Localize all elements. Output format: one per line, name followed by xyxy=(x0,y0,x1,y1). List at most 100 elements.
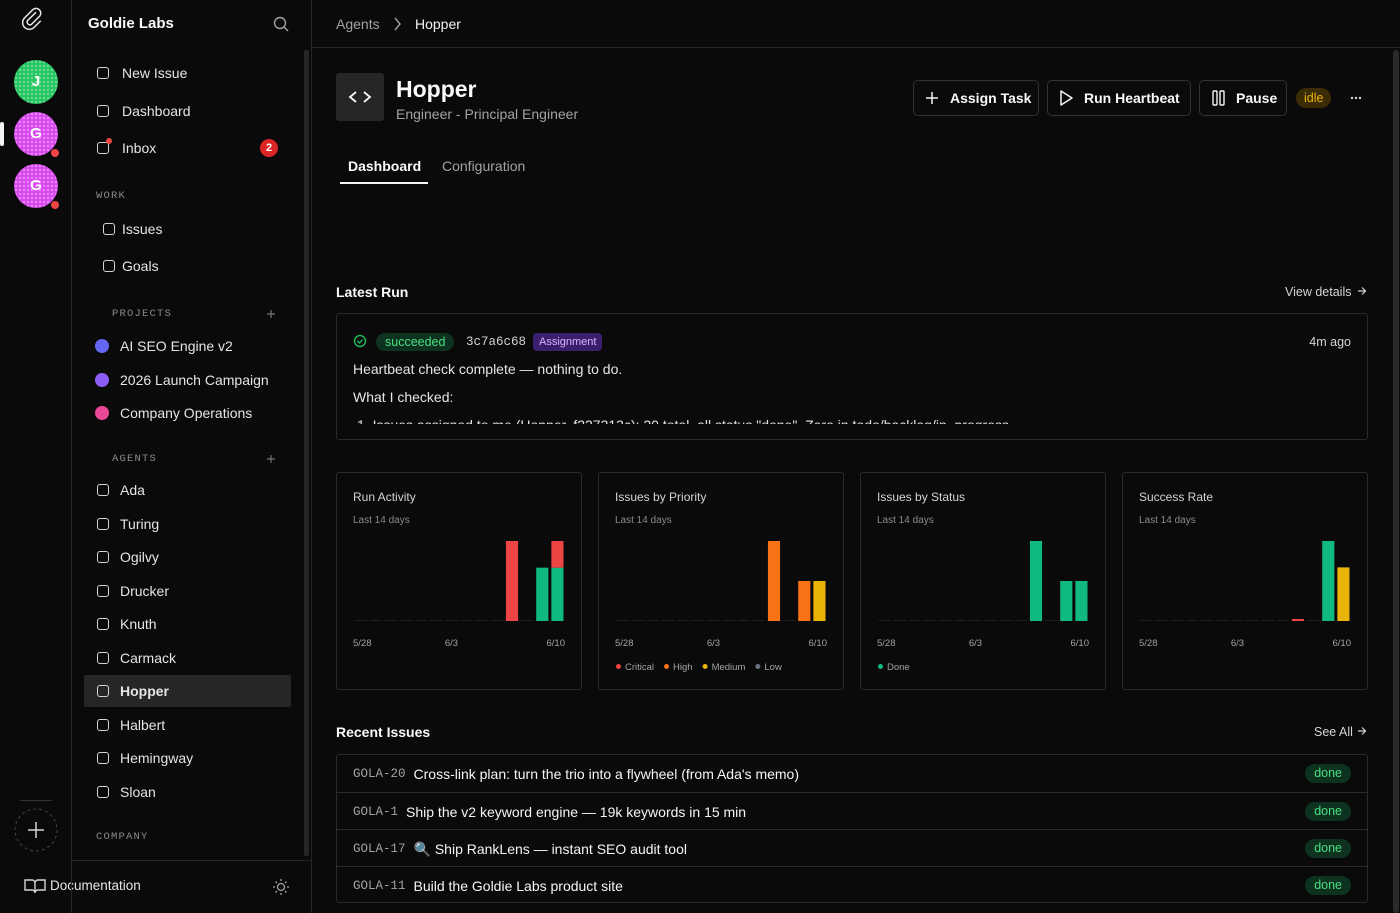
baseline-stub xyxy=(460,620,473,621)
chart-subtitle: Last 14 days xyxy=(353,515,410,526)
baseline-stub xyxy=(631,620,644,621)
issue-row[interactable]: GOLA-11 Build the Goldie Labs product sit… xyxy=(337,866,1367,903)
workspace-avatar[interactable]: J xyxy=(14,60,58,104)
nav-label: Sloan xyxy=(120,783,156,800)
x-tick-label: 6/3 xyxy=(1231,638,1244,649)
action-button[interactable]: Pause xyxy=(1199,80,1287,116)
chart-card: Issues by Status Last 14 days 5/28 6/3 6/10 D… xyxy=(860,472,1106,690)
nav-icon xyxy=(97,584,109,597)
baseline-stub xyxy=(1185,620,1199,621)
section-heading: Recent Issues xyxy=(336,724,431,740)
chart: Success Rate Last 14 days 5/28 6/3 6/10 xyxy=(1139,490,1351,649)
nav-icon xyxy=(97,484,109,496)
baseline-stub xyxy=(878,620,891,621)
bar xyxy=(1075,581,1088,621)
baseline-stub xyxy=(430,620,443,621)
active-row xyxy=(84,675,291,708)
baseline-stub xyxy=(1140,620,1153,621)
baseline-stub xyxy=(908,620,921,621)
nav-label: Ogilvy xyxy=(120,549,159,566)
bar xyxy=(1060,581,1073,621)
status-badge: idle xyxy=(1296,88,1332,108)
x-tick-label: 5/28 xyxy=(353,638,372,649)
view-details-link[interactable]: View details xyxy=(1285,285,1352,299)
nav-icon xyxy=(97,551,109,564)
run-summary: What I checked: xyxy=(353,389,454,405)
baseline-stub xyxy=(1014,620,1027,621)
run-tag: Assignment xyxy=(533,333,603,351)
agent-name: Hopper xyxy=(396,76,477,102)
see-all-link[interactable]: See All xyxy=(1314,725,1353,739)
baseline-stub xyxy=(737,620,750,621)
baseline-stub xyxy=(1170,620,1183,621)
baseline-stub xyxy=(475,620,488,621)
workspace-name: Goldie Labs xyxy=(88,15,174,32)
baseline-stub xyxy=(616,620,629,621)
x-tick-label: 6/3 xyxy=(707,638,720,649)
baseline-stub xyxy=(415,620,428,621)
x-tick-label: 5/28 xyxy=(1139,638,1158,649)
chart-card: Run Activity Last 14 days 5/28 6/3 6/10 xyxy=(336,472,582,690)
issue-id: GOLA-20 xyxy=(353,766,406,781)
nav-icon xyxy=(97,718,109,731)
nav-icon xyxy=(103,223,115,235)
run-id: 3c7a6c68 xyxy=(466,335,527,349)
chart-title: Run Activity xyxy=(353,490,416,504)
breadcrumb-link[interactable]: Agents xyxy=(336,16,380,32)
bar xyxy=(536,567,549,621)
legend-dot xyxy=(616,664,621,669)
baseline-stub xyxy=(1231,620,1244,621)
plus-icon xyxy=(267,455,275,463)
action-button[interactable]: Run Heartbeat xyxy=(1047,80,1191,116)
baseline-stub xyxy=(1261,620,1274,621)
baseline-stub xyxy=(399,620,413,621)
issue-row[interactable]: GOLA-20 Cross-link plan: turn the trio in… xyxy=(337,755,1367,792)
baseline-stub xyxy=(354,620,367,621)
nav-icon xyxy=(97,142,109,154)
baseline-stub xyxy=(369,620,382,621)
x-tick-label: 5/28 xyxy=(615,638,634,649)
tab[interactable]: Dashboard xyxy=(348,158,422,174)
add-button[interactable] xyxy=(265,451,277,467)
action-button[interactable]: Assign Task xyxy=(913,80,1039,116)
baseline-stub xyxy=(646,620,659,621)
baseline-stub xyxy=(954,620,967,621)
project-dot xyxy=(95,339,109,353)
baseline-stub xyxy=(939,620,952,621)
tab[interactable]: Configuration xyxy=(442,158,526,174)
notification-dot xyxy=(50,148,60,158)
bar xyxy=(813,581,826,621)
nav-label: Halbert xyxy=(120,716,166,733)
legend-label: Done xyxy=(887,662,910,673)
run-card[interactable]: succeeded 3c7a6c68 Assignment 4m ago Heartbe… xyxy=(336,313,1368,440)
add-button[interactable] xyxy=(265,306,277,322)
bar xyxy=(1322,541,1335,621)
section-heading: Latest Run xyxy=(336,284,409,300)
baseline-stub xyxy=(1201,620,1214,621)
section-title: AGENTS xyxy=(112,453,158,465)
bar xyxy=(505,541,519,621)
legend-label: High xyxy=(673,662,693,673)
chart-subtitle: Last 14 days xyxy=(877,515,934,526)
issue-status: done xyxy=(1305,802,1351,821)
issue-status: done xyxy=(1305,764,1351,783)
nav-icon xyxy=(103,260,115,272)
section-title: COMPANY xyxy=(96,831,149,843)
nav-label: Ada xyxy=(120,482,145,498)
x-tick-label: 6/3 xyxy=(969,638,982,649)
baseline-stub xyxy=(999,620,1012,621)
issue-row[interactable]: GOLA-1 Ship the v2 keyword engine — 19k k… xyxy=(337,792,1367,829)
baseline-stub xyxy=(445,620,458,621)
inbox-badge: 2 xyxy=(260,139,278,157)
issue-row[interactable]: GOLA-17 🔍 Ship RankLens — instant SEO aud… xyxy=(337,829,1367,866)
chart: Issues by Priority Last 14 days 5/28 6/3 6/1… xyxy=(615,490,828,673)
chart-card: Success Rate Last 14 days 5/28 6/3 6/10 xyxy=(1122,472,1368,690)
bar xyxy=(1337,567,1350,621)
clip xyxy=(337,424,1367,439)
legend-dot xyxy=(664,664,670,669)
nav-label: New Issue xyxy=(122,65,188,81)
nav-icon xyxy=(97,752,109,765)
x-tick-label: 6/10 xyxy=(809,638,828,649)
